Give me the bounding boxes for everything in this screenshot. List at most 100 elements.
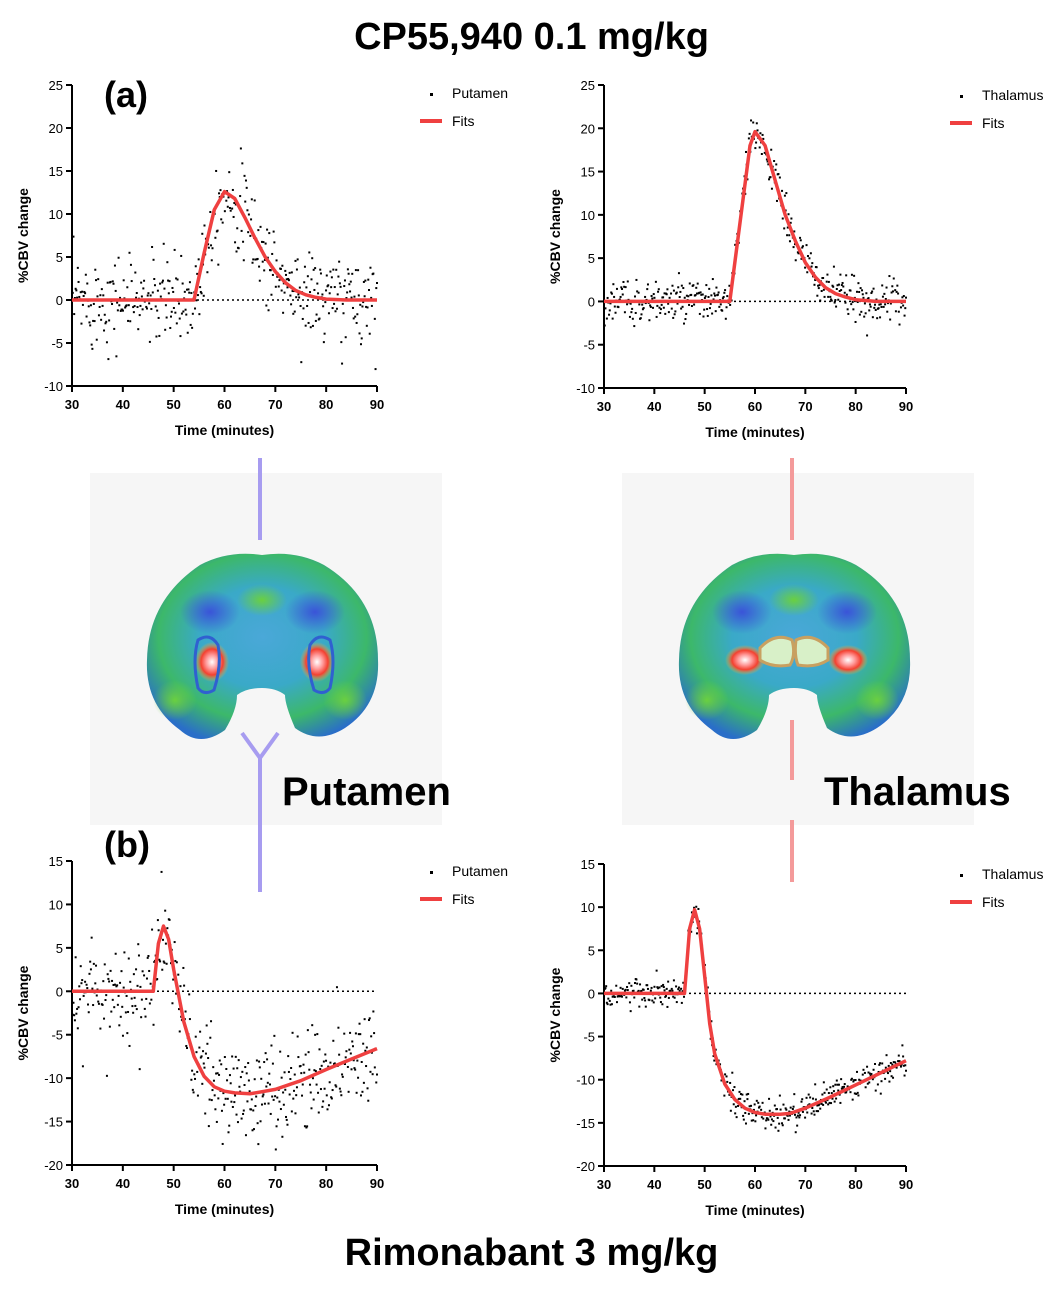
legend: Thalamus Fits (950, 87, 1043, 131)
data-point (858, 290, 861, 293)
data-point (263, 258, 266, 261)
data-point (280, 1076, 283, 1079)
data-point (610, 1003, 613, 1006)
data-point (365, 1046, 368, 1049)
data-point (79, 998, 82, 1001)
data-point (767, 1118, 770, 1121)
data-point (221, 1142, 224, 1145)
data-point (145, 977, 148, 980)
data-point (86, 282, 89, 285)
data-point (662, 986, 665, 989)
data-point (198, 1046, 201, 1049)
data-point (865, 292, 868, 295)
y-tick-label: 15 (581, 165, 595, 180)
data-point (721, 309, 724, 312)
data-point (167, 292, 170, 295)
data-point (285, 273, 288, 276)
legend: Putamen Fits (420, 863, 508, 907)
data-point (344, 336, 347, 339)
data-point (817, 1110, 820, 1113)
data-point (760, 1108, 763, 1111)
data-point (175, 277, 178, 280)
data-point (861, 293, 864, 296)
data-point (658, 306, 661, 309)
data-point (702, 315, 705, 318)
data-point (824, 1101, 827, 1104)
data-point (323, 332, 326, 335)
data-point (148, 302, 151, 305)
data-point (244, 179, 247, 182)
data-point (673, 996, 676, 999)
data-point (359, 1033, 362, 1036)
data-point (705, 284, 708, 287)
data-point (791, 1107, 794, 1110)
data-point (683, 296, 686, 299)
data-point (215, 1072, 218, 1075)
data-point (719, 303, 722, 306)
data-point (610, 291, 613, 294)
data-point (678, 989, 681, 992)
data-point (866, 1065, 869, 1068)
data-point (129, 320, 132, 323)
data-point (71, 274, 73, 277)
data-point (335, 307, 338, 310)
data-point (902, 1064, 905, 1067)
data-point (640, 989, 643, 992)
data-point (799, 236, 802, 239)
data-point (99, 294, 102, 297)
data-point (114, 952, 117, 955)
data-point (143, 279, 146, 282)
data-point (330, 286, 333, 289)
data-point (327, 312, 330, 315)
data-point (667, 302, 670, 305)
data-point (868, 1072, 871, 1075)
data-point (325, 1094, 328, 1097)
data-point (121, 1005, 124, 1008)
data-point (219, 189, 222, 192)
data-point (807, 1093, 810, 1096)
data-point (626, 985, 629, 988)
fit-line (72, 189, 377, 302)
data-point (151, 245, 154, 248)
data-point (293, 310, 296, 313)
data-point (856, 301, 859, 304)
data-point (652, 293, 655, 296)
data-point (158, 334, 161, 337)
data-point (268, 1083, 271, 1086)
data-point (375, 1081, 378, 1084)
data-point (792, 246, 795, 249)
data-point (711, 278, 714, 281)
data-point (752, 1119, 755, 1122)
data-point (92, 1004, 95, 1007)
data-point (116, 309, 119, 312)
data-point (268, 232, 271, 235)
data-point (277, 1118, 280, 1121)
data-point (154, 305, 157, 308)
data-point (281, 264, 284, 267)
y-tick-label: 25 (49, 78, 63, 93)
data-point (129, 980, 132, 983)
data-point (671, 284, 674, 287)
data-point (171, 286, 174, 289)
data-point (656, 986, 659, 989)
data-point (352, 317, 355, 320)
data-point (834, 1083, 837, 1086)
data-point (198, 313, 201, 316)
data-point (854, 1079, 857, 1082)
data-point (217, 1097, 220, 1100)
data-point (185, 1044, 188, 1047)
data-point (162, 960, 165, 963)
data-point (314, 1070, 317, 1073)
data-point (178, 1008, 181, 1011)
data-point (827, 280, 830, 283)
panel-label-a: (a) (104, 74, 148, 115)
x-tick-label: 30 (597, 399, 611, 414)
data-point (805, 1096, 808, 1099)
data-point (265, 1085, 268, 1088)
data-point (732, 1103, 735, 1106)
data-point (869, 305, 872, 308)
legend-scatter-label: Thalamus (982, 87, 1043, 103)
data-point (747, 1092, 750, 1095)
data-point (846, 308, 849, 311)
data-point (100, 318, 103, 321)
